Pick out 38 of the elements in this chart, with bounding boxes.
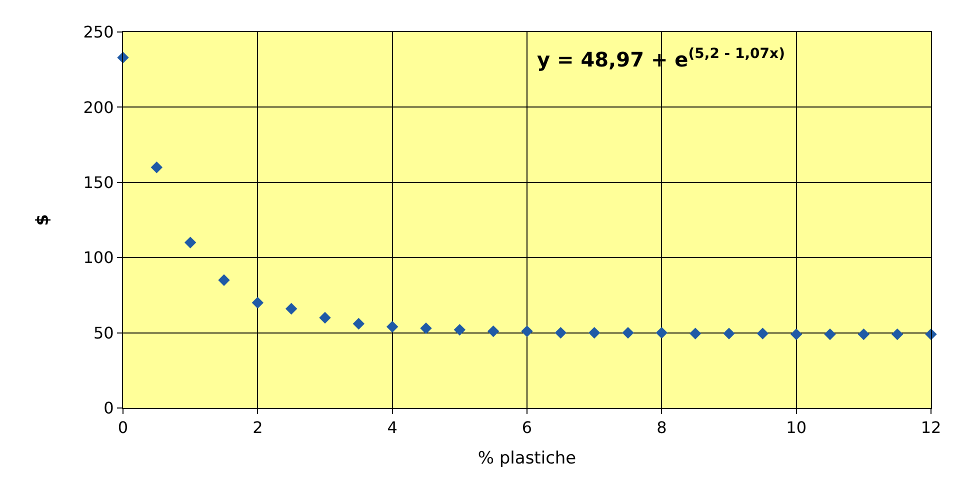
point [454,324,466,336]
x-tick-label: 8 [656,418,667,438]
x-tick-label: 12 [920,418,942,438]
point [656,326,668,339]
x-axis-title: % plastiche [478,448,576,469]
point [487,325,500,338]
point [824,328,836,340]
point [723,328,735,340]
point [218,274,230,286]
y-tick-label: 200 [83,98,114,117]
point [285,302,298,315]
y-axis-title: $ [32,214,53,226]
x-tick-label: 10 [786,418,807,438]
x-tick-label: 2 [252,418,263,438]
point [689,328,702,340]
point [790,328,802,340]
y-tick-label: 50 [93,323,114,342]
point [858,328,870,340]
point [252,296,264,309]
point [554,326,567,339]
point [420,322,432,334]
point [622,326,634,339]
point [756,328,769,340]
point [184,236,196,248]
point [588,326,600,339]
point [521,325,533,338]
point [386,320,398,333]
y-tick-label: 100 [83,248,114,268]
point [891,328,904,340]
x-tick-label: 6 [522,418,532,438]
point [352,318,365,330]
point [150,162,163,174]
x-tick-label: 4 [387,418,398,438]
y-tick-label: 150 [83,173,114,192]
y-tick-label: 250 [83,22,114,42]
x-tick-label: 0 [118,418,128,438]
point [319,312,331,324]
y-tick-label: 0 [104,398,114,418]
